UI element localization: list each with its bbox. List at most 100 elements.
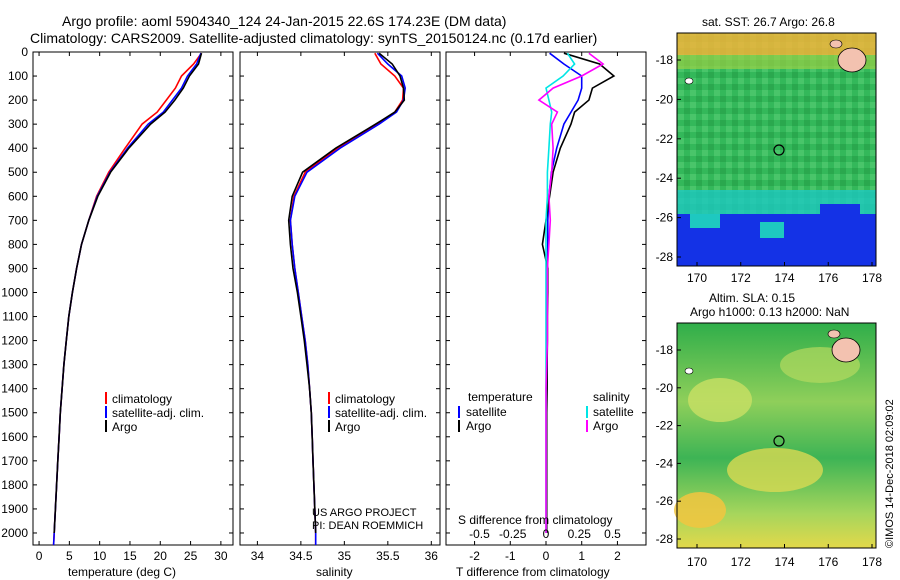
depth-tick-label: 1300 bbox=[1, 358, 28, 372]
map-y-tick-label: -24 bbox=[656, 171, 674, 185]
series-argo bbox=[287, 52, 406, 534]
sst-patch-1 bbox=[690, 214, 720, 228]
x-tick-label: -2 bbox=[469, 549, 480, 563]
island-sla bbox=[684, 367, 694, 375]
sla-frame bbox=[676, 322, 877, 549]
title-line-2: Climatology: CARS2009. Satellite-adjuste… bbox=[30, 30, 597, 46]
legend-t-satellite-label: satellite bbox=[466, 405, 507, 419]
s-diff-tick-label: -0.5 bbox=[469, 527, 490, 541]
axis-ticks bbox=[33, 51, 646, 545]
x-tick-label: 10 bbox=[93, 549, 107, 563]
legend-sal-satellite-label: satellite-adj. clim. bbox=[335, 406, 427, 420]
depth-axis-labels: 0 100 200 300 400 500 600 700 800 900 1000 1100 1200… bbox=[1, 45, 28, 540]
x-tick-label: 20 bbox=[154, 549, 168, 563]
x-tick-label: 15 bbox=[123, 549, 137, 563]
depth-tick-label: 0 bbox=[21, 45, 28, 59]
x-tick-label: -1 bbox=[505, 549, 516, 563]
fiji-islet-sla bbox=[827, 329, 841, 339]
difference-legend: temperature salinity satellite Argo sate… bbox=[458, 390, 634, 433]
depth-tick-label: 1800 bbox=[1, 478, 28, 492]
legend-s-argo-label: Argo bbox=[593, 419, 619, 433]
depth-tick-label: 200 bbox=[8, 93, 28, 107]
temperature-axis-label: temperature (deg C) bbox=[68, 565, 176, 579]
map-x-tick-label: 172 bbox=[731, 555, 751, 569]
credit-line-1: US ARGO PROJECT bbox=[312, 507, 417, 519]
depth-tick-label: 900 bbox=[8, 261, 28, 275]
s-diff-tick-label: -0.25 bbox=[499, 527, 527, 541]
map-x-tick-label: 172 bbox=[731, 271, 751, 285]
argo-location-sst bbox=[773, 144, 785, 156]
sla-high-3 bbox=[727, 448, 823, 492]
map-y-tick-label: -18 bbox=[656, 343, 674, 357]
title-line-1: Argo profile: aoml 5904340_124 24-Jan-20… bbox=[62, 13, 506, 29]
x-tick-label: 34 bbox=[251, 549, 265, 563]
salinity-legend: climatology satellite-adj. clim. Argo bbox=[328, 392, 427, 434]
legend-salinity-header: salinity bbox=[593, 390, 630, 404]
depth-tick-label: 600 bbox=[8, 189, 28, 203]
s-diff-tick-label: 0 bbox=[543, 527, 550, 541]
x-tick-label: 25 bbox=[184, 549, 198, 563]
salinity-axis-label: salinity bbox=[316, 565, 353, 579]
legend-satellite-label: satellite-adj. clim. bbox=[112, 406, 204, 420]
map-y-tick-label: -20 bbox=[656, 381, 674, 395]
sla-high-1 bbox=[688, 378, 752, 422]
depth-tick-label: 100 bbox=[8, 69, 28, 83]
x-tick-labels: 0 5 10 15 20 25 30 34 34.5 35 35.5 36 -2 -1 0 1 2 -0.5 -0.… bbox=[36, 527, 621, 563]
legend-sal-climatology-label: climatology bbox=[335, 392, 395, 406]
sla-header-line-1: Altim. SLA: 0.15 bbox=[709, 291, 795, 305]
legend-argo-label: Argo bbox=[112, 420, 138, 434]
depth-tick-label: 1000 bbox=[1, 285, 28, 299]
sla-map bbox=[674, 322, 877, 549]
legend-t-argo-label: Argo bbox=[466, 419, 492, 433]
legend-sal-argo-label: Argo bbox=[335, 420, 361, 434]
map-y-tick-label: -28 bbox=[656, 532, 674, 546]
s-diff-tick-label: 0.25 bbox=[568, 527, 592, 541]
depth-tick-label: 1200 bbox=[1, 334, 28, 348]
x-tick-label: 2 bbox=[614, 549, 621, 563]
legend-climatology-label: climatology bbox=[112, 392, 172, 406]
series-argo bbox=[53, 52, 203, 534]
argo-location-sla bbox=[773, 435, 785, 447]
depth-tick-label: 1900 bbox=[1, 502, 28, 516]
sst-warm-band bbox=[677, 33, 876, 55]
map-y-tick-label: -22 bbox=[656, 132, 674, 146]
map-x-tick-label: 174 bbox=[774, 555, 794, 569]
x-tick-label: 36 bbox=[425, 549, 439, 563]
sla-high-4 bbox=[674, 492, 726, 528]
island-sst bbox=[684, 77, 694, 85]
x-tick-label: 1 bbox=[578, 549, 585, 563]
x-tick-label: 35 bbox=[338, 549, 352, 563]
depth-tick-label: 1500 bbox=[1, 406, 28, 420]
depth-tick-label: 1700 bbox=[1, 454, 28, 468]
x-tick-label: 0 bbox=[543, 549, 550, 563]
map-x-tick-label: 176 bbox=[818, 555, 838, 569]
map-y-tick-label: -20 bbox=[656, 92, 674, 106]
sst-patch-3 bbox=[820, 204, 860, 216]
sdiff-axis-label: S difference from climatology bbox=[458, 513, 613, 527]
sst-map bbox=[676, 32, 877, 267]
profile-series bbox=[52, 52, 616, 546]
x-tick-label: 35.5 bbox=[376, 549, 400, 563]
sst-patch-2 bbox=[760, 222, 784, 238]
map-y-tick-label: -26 bbox=[656, 494, 674, 508]
map-y-tick-label: -18 bbox=[656, 53, 674, 67]
depth-tick-label: 2000 bbox=[1, 526, 28, 540]
salinity-panel bbox=[239, 51, 441, 546]
credit-line-2: PI: DEAN ROEMMICH bbox=[312, 520, 423, 532]
depth-tick-label: 500 bbox=[8, 165, 28, 179]
map-y-tick-label: -24 bbox=[656, 456, 674, 470]
legend-s-satellite-label: satellite bbox=[593, 405, 634, 419]
sla-map-ticks: 170 172 174 176 178 -18 -20 -22 -24 -26 -28 bbox=[656, 343, 883, 569]
map-x-tick-label: 178 bbox=[862, 271, 882, 285]
series-salinity-argo bbox=[537, 52, 605, 533]
depth-tick-label: 400 bbox=[8, 141, 28, 155]
map-y-tick-label: -22 bbox=[656, 419, 674, 433]
depth-tick-label: 300 bbox=[8, 117, 28, 131]
temperature-legend: climatology satellite-adj. clim. Argo bbox=[105, 392, 204, 434]
depth-tick-label: 1400 bbox=[1, 382, 28, 396]
imos-stamp: ©IMOS 14-Dec-2018 02:09:02 bbox=[884, 399, 896, 548]
map-x-tick-label: 176 bbox=[818, 271, 838, 285]
sst-transition-band bbox=[677, 55, 876, 69]
x-tick-label: 30 bbox=[214, 549, 228, 563]
fiji-island-sla bbox=[831, 337, 861, 363]
